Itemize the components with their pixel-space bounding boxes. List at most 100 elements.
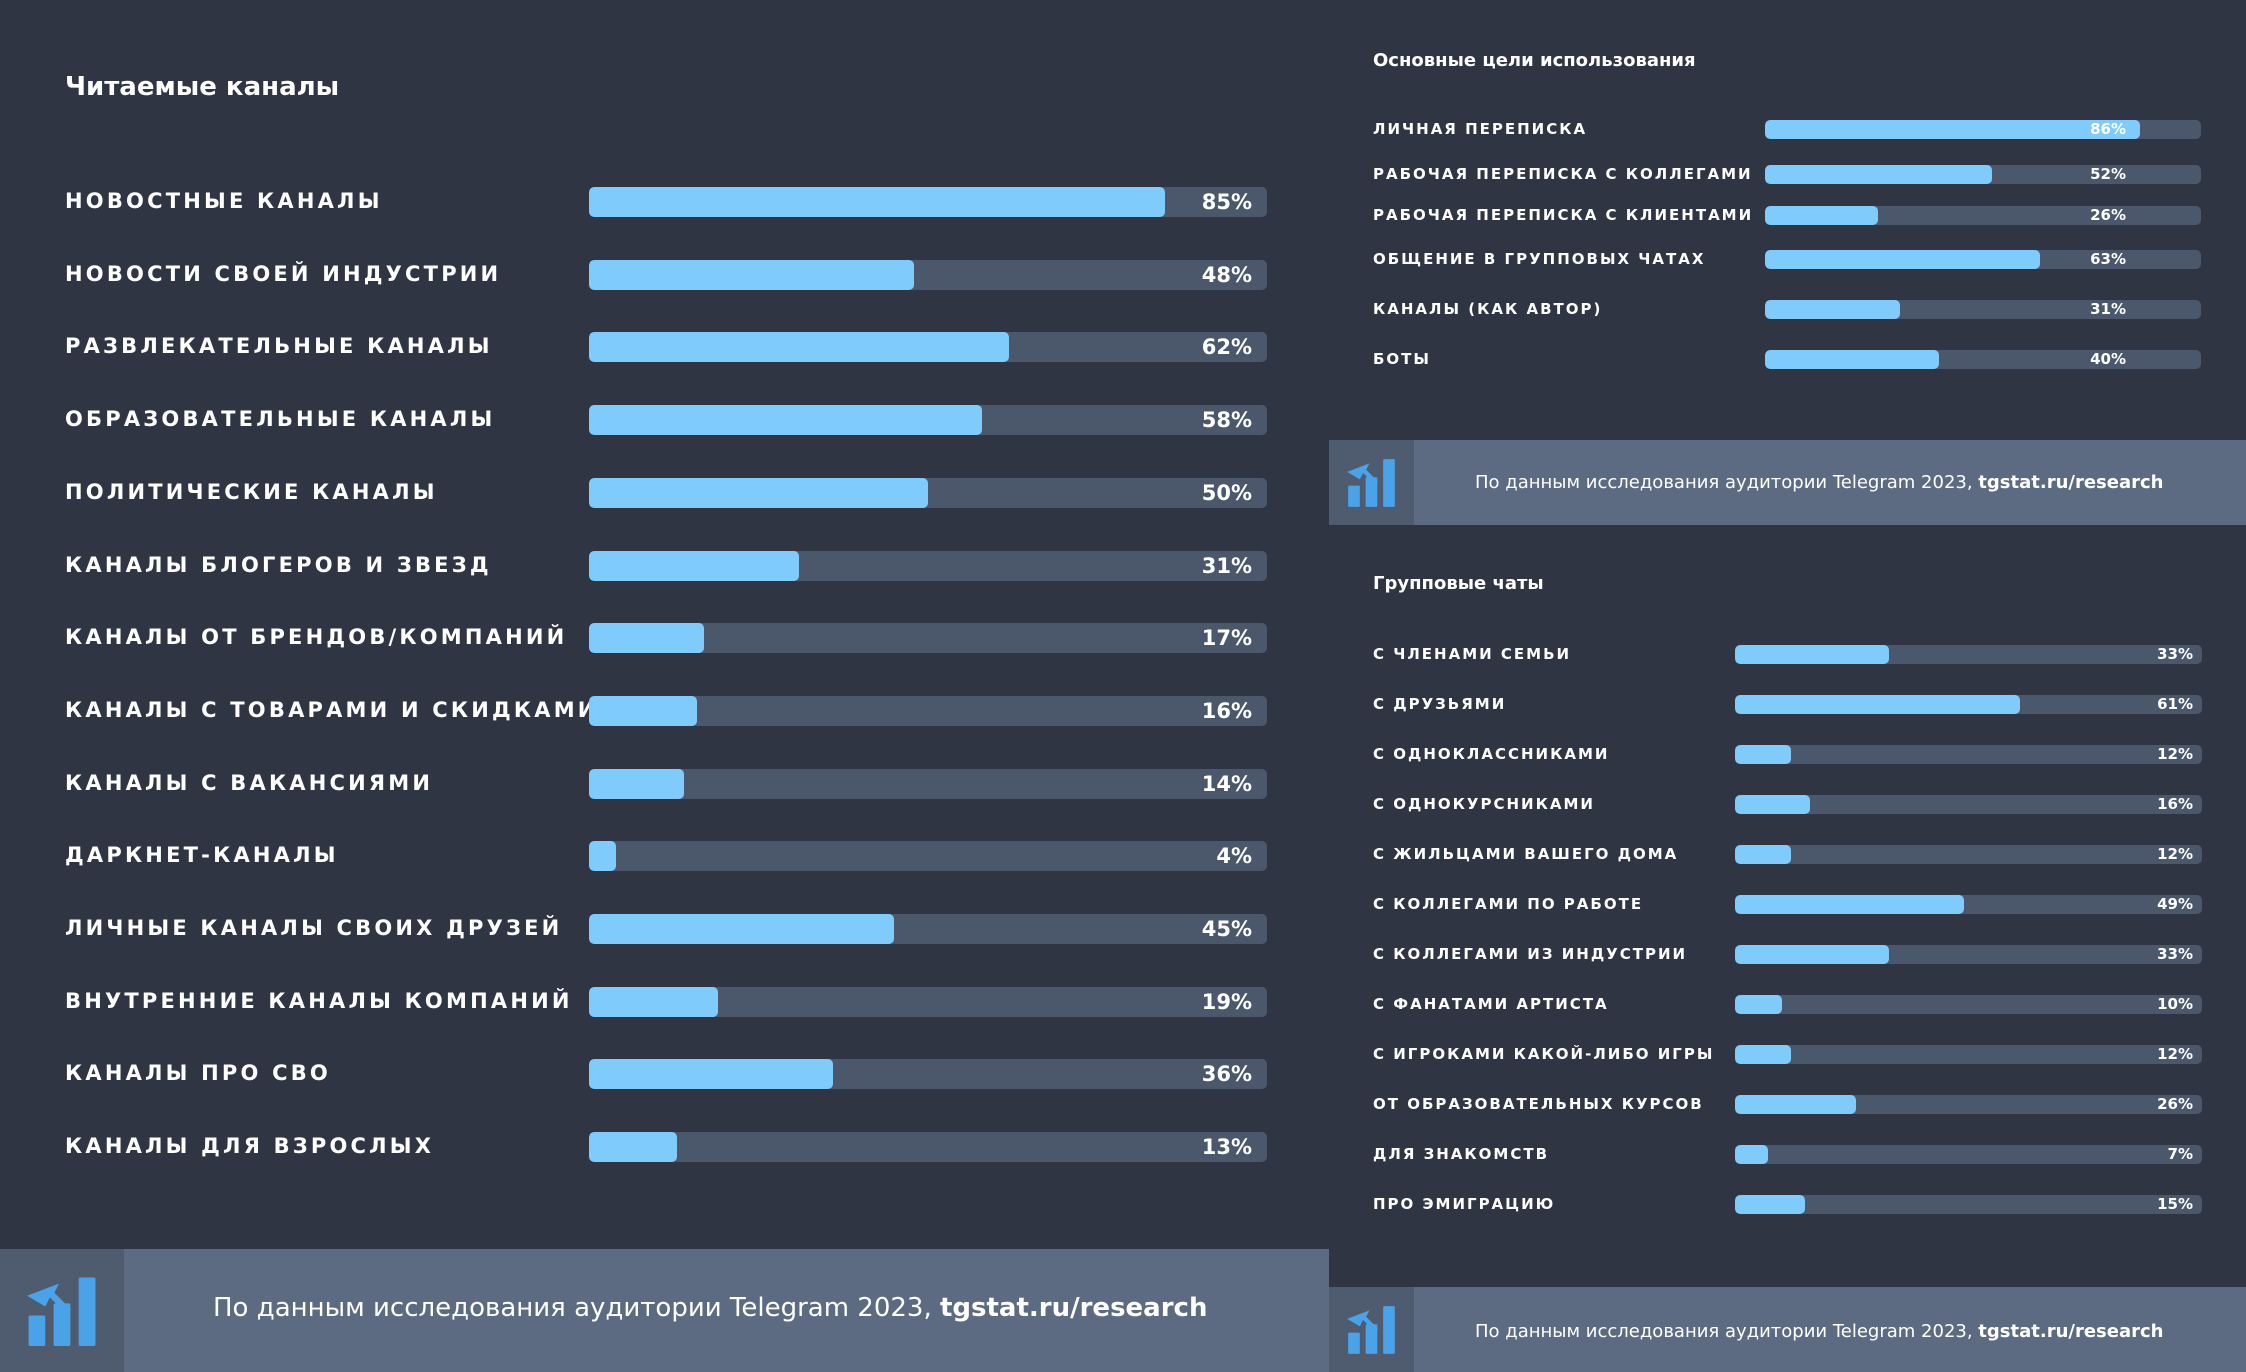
bar-label: С коллегами по работе — [1373, 895, 1644, 913]
bar-track — [1735, 845, 2202, 864]
bar-track — [589, 986, 1267, 1017]
bar-value-label: 26% — [2090, 206, 2126, 224]
bar-track — [1735, 995, 2202, 1014]
bar-label: С однокурсниками — [1373, 795, 1595, 813]
bar — [1735, 1145, 1768, 1164]
bar-label: Каналы с вакансиями — [65, 770, 434, 795]
source-text: По данным исследования аудитории Telegra… — [213, 1293, 1207, 1323]
bar — [589, 550, 800, 581]
bar — [1735, 1195, 1806, 1214]
source-link[interactable]: tgstat.ru/research — [1978, 1321, 2164, 1342]
bar-value-label: 48% — [1201, 262, 1252, 287]
tgstat-logo-icon — [1329, 440, 1414, 525]
bar-label: Образовательные каналы — [65, 407, 496, 432]
bar-value-label: 15% — [2157, 1195, 2193, 1213]
bar-label: С коллегами из индустрии — [1373, 945, 1688, 963]
bar — [1735, 945, 1890, 964]
bar — [589, 623, 705, 654]
bar — [589, 1132, 678, 1163]
bar-track — [589, 187, 1267, 217]
bar-value-label: 33% — [2157, 645, 2193, 663]
chart-group-chats: Групповые чаты По данным исследования ау… — [1329, 525, 2246, 1372]
bar — [1765, 206, 1879, 225]
bar — [589, 477, 928, 508]
bar-label: С жильцами вашего дома — [1373, 845, 1679, 863]
bar — [1735, 645, 1890, 664]
bar-track — [1735, 945, 2202, 964]
bar-label: Боты — [1373, 350, 1431, 368]
bar-label: С одноклассниками — [1373, 745, 1610, 763]
bar — [1735, 895, 1964, 914]
source-link[interactable]: tgstat.ru/research — [939, 1293, 1208, 1323]
bar-value-label: 17% — [1201, 626, 1252, 651]
bar-value-label: 86% — [2090, 120, 2126, 138]
tgstat-logo-icon — [1329, 1287, 1414, 1372]
bar-value-label: 36% — [1201, 1062, 1252, 1087]
bar — [1735, 695, 2020, 714]
bar — [1765, 350, 1940, 369]
bar-value-label: 12% — [2157, 745, 2193, 763]
bar-label: Новостные каналы — [65, 189, 383, 213]
source-link[interactable]: tgstat.ru/research — [1978, 472, 2164, 493]
bar-label: Внутренние каналы компаний — [65, 988, 573, 1013]
bar-label: С фанатами артиста — [1373, 995, 1609, 1013]
bar-track — [589, 1059, 1267, 1090]
bar-value-label: 4% — [1216, 844, 1252, 869]
bar-value-label: 31% — [2090, 300, 2126, 318]
bar-track — [1765, 206, 2201, 225]
bar-value-label: 10% — [2157, 995, 2193, 1013]
bar-track — [1765, 120, 2201, 139]
bar-track — [1765, 300, 2201, 319]
bar-value-label: 40% — [2090, 350, 2126, 368]
bar — [1735, 1095, 1857, 1114]
bar-label: С друзьями — [1373, 695, 1507, 713]
bar-track — [589, 550, 1267, 581]
bar-value-label: 33% — [2157, 945, 2193, 963]
bar-label: Политические каналы — [65, 479, 438, 504]
bar-label: Каналы для взрослых — [65, 1134, 435, 1159]
bar-value-label: 85% — [1201, 190, 1252, 214]
source-caption: По данным исследования аудитории Telegra… — [213, 1293, 940, 1323]
bar — [589, 259, 915, 290]
bar-value-label: 31% — [1201, 553, 1252, 578]
bar — [1735, 995, 1782, 1014]
bar-track — [589, 914, 1267, 944]
bar-track — [589, 405, 1267, 436]
source-footer: По данным исследования аудитории Telegra… — [0, 1249, 1329, 1372]
bar-label: Даркнет-каналы — [65, 843, 339, 868]
bar-track — [1735, 1195, 2202, 1214]
bar — [1735, 745, 1792, 764]
bar-track — [1735, 895, 2202, 914]
bar-value-label: 62% — [1201, 335, 1252, 360]
bar-track — [589, 1132, 1267, 1163]
bar-label: Общение в групповых чатах — [1373, 250, 1706, 268]
bar-track — [1765, 350, 2201, 369]
bar-label: Личная переписка — [1373, 120, 1588, 138]
bar-label: Личные каналы своих друзей — [65, 916, 563, 940]
bar-label: Каналы (как автор) — [1373, 300, 1603, 318]
bar — [1735, 1045, 1792, 1064]
bar-value-label: 7% — [2167, 1145, 2193, 1163]
bar-label: Каналы с товарами и скидками — [65, 697, 599, 722]
bar — [1765, 120, 2140, 139]
bar-track — [589, 841, 1267, 872]
bar-track — [1735, 695, 2202, 714]
bar-label: Каналы блогеров и звезд — [65, 552, 492, 577]
bar-value-label: 14% — [1201, 771, 1252, 796]
bar-track — [589, 259, 1267, 290]
source-footer: По данным исследования аудитории Telegra… — [1329, 1287, 2246, 1372]
bar-value-label: 52% — [2090, 165, 2126, 183]
bar — [589, 405, 983, 436]
bar-value-label: 58% — [1201, 408, 1252, 433]
bar-track — [589, 623, 1267, 654]
bar — [589, 914, 895, 944]
bar — [589, 695, 698, 726]
bar-track — [1765, 250, 2201, 269]
bar-track — [1735, 1045, 2202, 1064]
bar-label: Развлекательные каналы — [65, 334, 493, 359]
bar — [1765, 165, 1992, 184]
bar-label: С членами семьи — [1373, 645, 1572, 663]
bar-label: Рабочая переписка с клиентами — [1373, 206, 1754, 224]
bar-label: Каналы от брендов/компаний — [65, 625, 568, 650]
bar-value-label: 16% — [2157, 795, 2193, 813]
